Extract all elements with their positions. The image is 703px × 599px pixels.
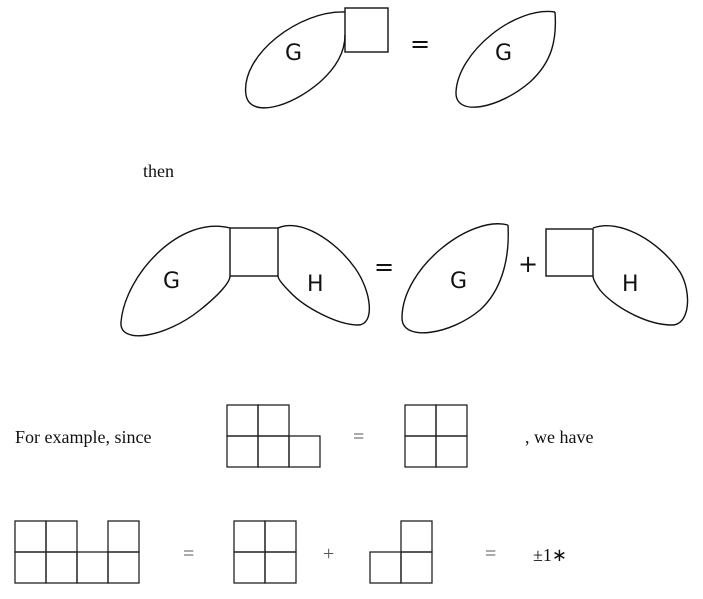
diagram-1: G = G xyxy=(245,7,557,109)
connector-box xyxy=(229,227,279,277)
equals-sign: = xyxy=(410,30,430,58)
g-blob-left xyxy=(245,11,346,109)
plus-sign: + xyxy=(323,543,334,565)
tableau-shape-c xyxy=(14,520,140,584)
g-label-left: G xyxy=(163,269,180,294)
diagram-2: G H = G + H xyxy=(120,223,689,337)
h-label-left: H xyxy=(307,272,324,297)
g-blob-left xyxy=(120,225,231,337)
plus-sign: + xyxy=(518,250,538,278)
then-text: then xyxy=(143,161,174,181)
g-blob-right xyxy=(401,223,509,334)
result-value: ±1∗ xyxy=(533,545,567,565)
h-label-right: H xyxy=(622,272,639,297)
equals-sign-1: = xyxy=(183,543,194,565)
attached-box xyxy=(344,7,389,53)
tableau-shape-d xyxy=(233,520,297,584)
tableau-shape-e xyxy=(369,520,433,584)
h-blob-left xyxy=(277,224,371,326)
g-blob-right xyxy=(455,10,557,108)
equals-sign: = xyxy=(353,426,364,448)
tableau-shape-a xyxy=(226,404,321,468)
g-label-left: G xyxy=(285,41,302,66)
equals-sign: = xyxy=(374,253,394,281)
g-label-right: G xyxy=(450,269,467,294)
g-label-right: G xyxy=(495,41,512,66)
right-box xyxy=(545,228,594,277)
tableau-shape-b xyxy=(404,404,468,468)
equals-sign-2: = xyxy=(485,543,496,565)
example-line: For example, since = , we have xyxy=(15,404,593,468)
h-blob-right xyxy=(592,225,689,326)
example-intro: For example, since xyxy=(15,427,151,447)
example-conclusion: , we have xyxy=(525,427,593,447)
final-line: = + = ±1∗ xyxy=(14,520,567,584)
